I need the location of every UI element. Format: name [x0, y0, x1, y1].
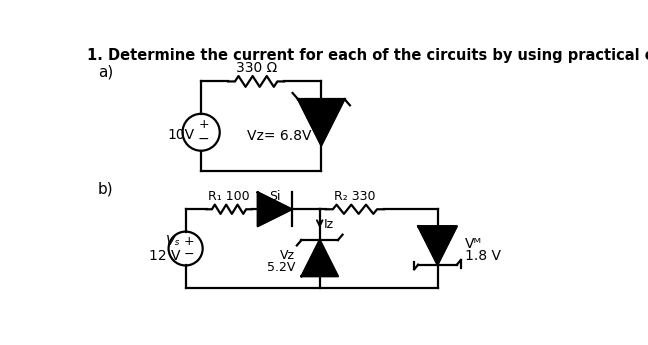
Text: 10V: 10V	[168, 128, 195, 141]
Text: 1.8 V: 1.8 V	[465, 249, 501, 263]
Text: Vᴹ: Vᴹ	[465, 237, 481, 251]
Text: Vz= 6.8V: Vz= 6.8V	[248, 129, 312, 143]
Text: Si: Si	[269, 190, 281, 203]
Text: +: +	[183, 235, 194, 248]
Text: R₂ 330: R₂ 330	[334, 190, 376, 204]
Polygon shape	[418, 226, 457, 265]
Text: −: −	[183, 248, 194, 261]
Text: +: +	[198, 118, 209, 131]
Polygon shape	[298, 99, 345, 145]
Text: 1. Determine the current for each of the circuits by using practical equivalent : 1. Determine the current for each of the…	[87, 48, 648, 62]
Text: Vz: Vz	[281, 249, 295, 262]
Text: 330 Ω: 330 Ω	[235, 61, 277, 75]
Text: Vₛ: Vₛ	[167, 234, 181, 248]
Text: R₁ 100: R₁ 100	[208, 190, 250, 204]
Polygon shape	[258, 192, 292, 226]
Polygon shape	[301, 240, 338, 276]
Text: 5.2V: 5.2V	[267, 261, 295, 274]
Text: Iz: Iz	[323, 218, 334, 231]
Text: 12 V: 12 V	[150, 249, 181, 263]
Text: a): a)	[98, 65, 113, 79]
Text: −: −	[198, 132, 209, 146]
Text: b): b)	[98, 181, 113, 197]
